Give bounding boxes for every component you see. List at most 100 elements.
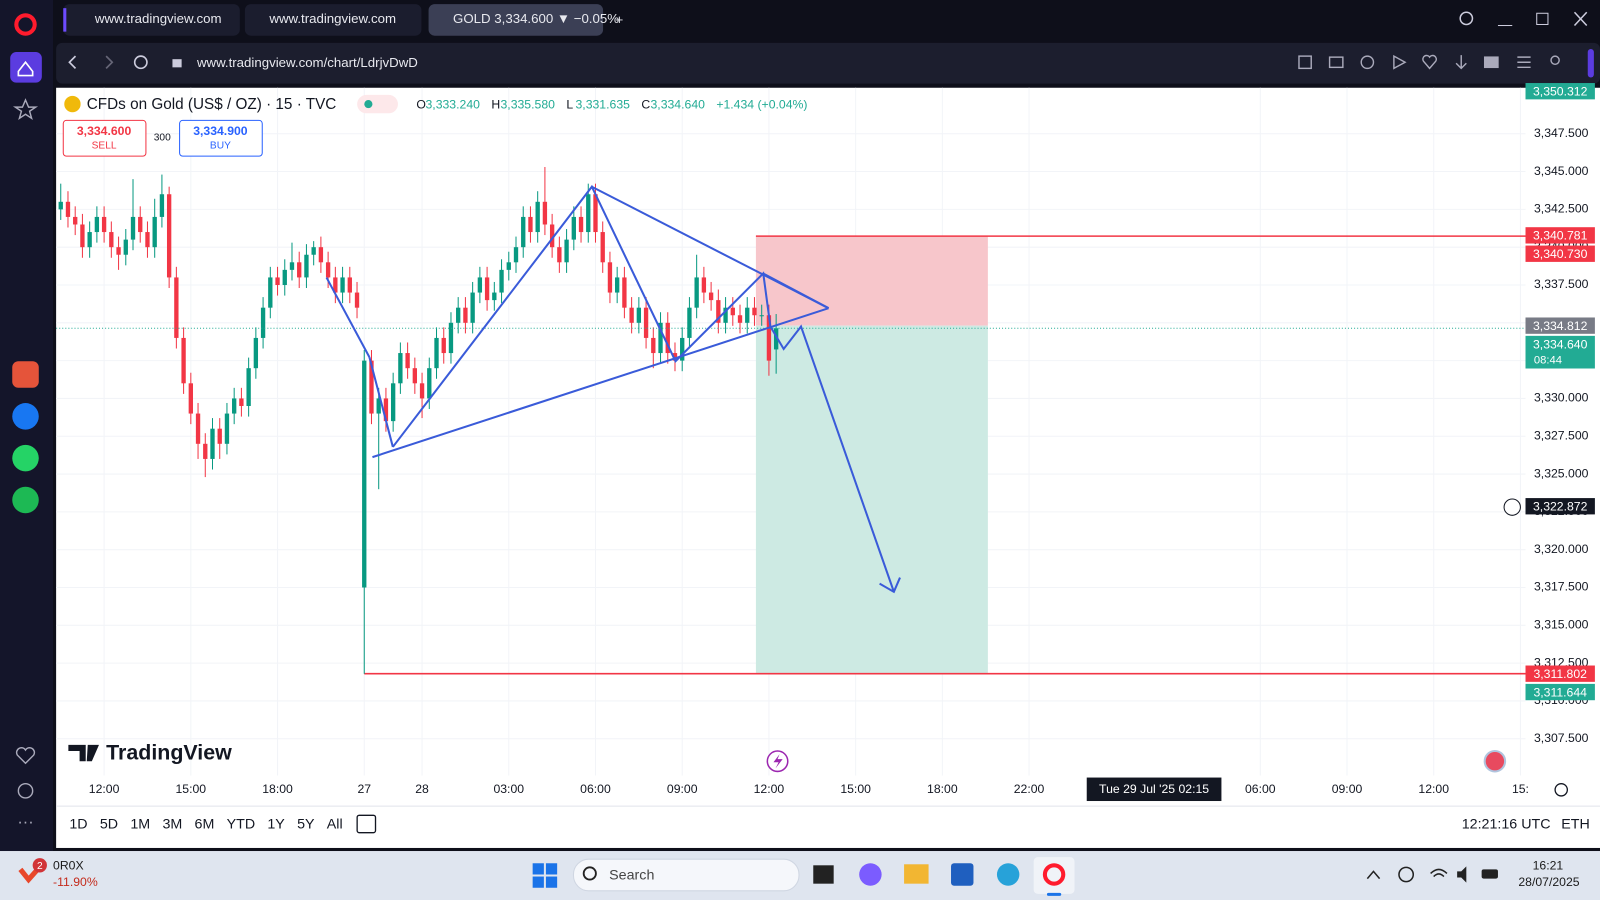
sell-button[interactable] (62, 119, 147, 157)
triangle-line[interactable] (762, 272, 830, 310)
zigzag-line[interactable] (392, 184, 895, 593)
x-tick-label: 03:00 (493, 782, 524, 796)
heart-icon[interactable] (15, 747, 36, 765)
crosshair-add[interactable] (1503, 498, 1521, 516)
opera-logo[interactable] (14, 13, 37, 36)
timeframe-button[interactable]: 3M (162, 816, 182, 832)
price-label-box (1525, 317, 1595, 334)
price-label-box (1525, 83, 1595, 100)
candle-body (701, 277, 707, 293)
scroll-marker (1587, 48, 1594, 78)
search-box[interactable] (572, 858, 800, 892)
toolbar-icon[interactable] (1328, 56, 1344, 69)
tab[interactable] (63, 4, 240, 36)
x-tick-label: 18:00 (927, 782, 958, 796)
candle-body (549, 224, 555, 248)
settings-icon[interactable] (1554, 783, 1569, 797)
candle-body (80, 224, 85, 248)
candle-body (340, 277, 345, 293)
candle-body (333, 277, 338, 293)
timeframe-button[interactable]: 6M (195, 816, 215, 832)
candle-body (535, 201, 540, 233)
drawings (325, 184, 901, 594)
triangle-lower-line[interactable] (372, 307, 829, 459)
reward-zone[interactable] (755, 325, 988, 674)
toolbar-icon[interactable] (1393, 54, 1407, 70)
toolbar-icon[interactable] (1298, 55, 1312, 70)
explorer-icon[interactable] (904, 864, 929, 884)
forward-button[interactable] (105, 55, 114, 69)
reload-button[interactable] (133, 55, 148, 70)
timeframe-button[interactable]: YTD (227, 816, 256, 832)
url[interactable]: www.tradingview.com/chart/LdrjvDwD (196, 55, 418, 70)
battery-icon[interactable] (1481, 869, 1498, 879)
home-button[interactable] (10, 52, 42, 83)
tv-logo: TradingView (106, 741, 232, 765)
clock-time: 16:21 (1533, 859, 1564, 873)
timeframe-button[interactable]: 1M (130, 816, 150, 832)
toolbar-icon[interactable] (1483, 56, 1499, 69)
opera-icon (1042, 863, 1066, 886)
candle-body (730, 307, 735, 316)
country-flag[interactable] (1483, 750, 1507, 773)
toolbar-icon[interactable] (1455, 55, 1467, 70)
timeframe-button[interactable]: All (327, 816, 343, 832)
candle-body (687, 307, 692, 338)
start-button[interactable] (532, 863, 558, 888)
tab[interactable] (244, 4, 422, 36)
toolbar-icon[interactable] (1550, 55, 1560, 65)
candle-body (390, 383, 396, 422)
date-range-icon[interactable] (356, 814, 377, 834)
history-icon[interactable] (17, 782, 34, 799)
more-icon[interactable]: ··· (17, 813, 33, 831)
copilot-icon[interactable] (859, 863, 882, 886)
new-tab[interactable]: + (616, 12, 624, 27)
store-icon[interactable] (951, 863, 974, 886)
toolbar-icon[interactable] (1422, 54, 1437, 70)
bookmarks-icon[interactable] (12, 98, 39, 121)
candle-body (484, 277, 490, 301)
currency[interactable]: ETH (1561, 816, 1590, 832)
tab-title: www.tradingview.com (268, 11, 396, 26)
close-button[interactable] (1573, 11, 1588, 27)
timeframe-button[interactable]: 1D (69, 816, 87, 832)
timeframe-button[interactable]: 5D (100, 816, 118, 832)
volume-icon[interactable] (1457, 866, 1467, 883)
candle-body (246, 368, 251, 406)
edge-icon[interactable] (996, 863, 1020, 886)
sync-icon[interactable] (1398, 866, 1415, 883)
trend-line[interactable] (368, 356, 394, 448)
tab-marker (63, 8, 67, 32)
restore-button[interactable] (1536, 12, 1549, 25)
spotify-icon[interactable] (12, 486, 39, 514)
active-app[interactable] (1033, 857, 1075, 894)
toolbar-icon[interactable] (1517, 56, 1531, 69)
timeframe-button[interactable]: 1Y (267, 816, 285, 832)
risk-zone[interactable] (755, 236, 988, 326)
candle-body (405, 353, 410, 369)
timeframe-button[interactable]: 5Y (297, 816, 315, 832)
candle-body (311, 247, 316, 255)
candle-body (513, 247, 519, 263)
search-button[interactable] (1459, 11, 1474, 26)
wifi-icon[interactable] (1430, 868, 1448, 878)
price-label: 3,334.812 (1533, 319, 1588, 333)
back-button[interactable] (68, 55, 77, 69)
home-icon (17, 60, 34, 77)
messenger-icon[interactable] (12, 403, 39, 430)
whatsapp-icon[interactable] (12, 444, 39, 472)
app-icon[interactable] (12, 361, 39, 388)
y-tick-label: 3,330.000 (1534, 391, 1589, 405)
candle-body (304, 254, 309, 278)
taskview-icon[interactable] (813, 865, 834, 884)
tray-expand[interactable] (1366, 870, 1381, 880)
trend-line[interactable] (325, 277, 371, 358)
active-tab[interactable] (428, 4, 604, 36)
candle-body (65, 201, 71, 217)
candle-body (383, 398, 389, 422)
candle-body (188, 383, 193, 414)
arrow-head (879, 577, 901, 594)
toolbar-icon[interactable] (1360, 55, 1375, 70)
buy-button[interactable] (179, 119, 263, 157)
